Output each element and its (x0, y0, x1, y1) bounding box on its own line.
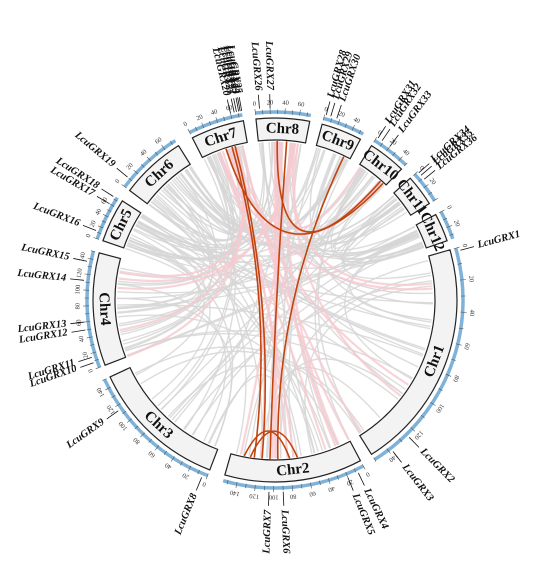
chromosome-label-chr4: Chr4 (95, 292, 113, 327)
gene-tick (196, 477, 201, 490)
tick-label: 80 (132, 436, 142, 446)
tick-label: 40 (164, 461, 173, 470)
tick-label: 0 (445, 204, 453, 210)
tick-label: 140 (96, 386, 107, 398)
gene-label-lcugrx14: LcuGRX14 (16, 268, 67, 284)
tick-label: 40 (94, 208, 103, 217)
tick-label: 40 (210, 108, 218, 117)
gene-label-lcugrx27: LcuGRX27 (263, 40, 275, 91)
tick-label: 120 (76, 268, 84, 279)
tick-label: 140 (229, 488, 240, 497)
tick-label: 40 (139, 148, 149, 158)
gene-tick (283, 492, 284, 506)
tick-label: 40 (282, 100, 289, 107)
tick-label: 20 (428, 177, 438, 186)
tick-label: 0 (461, 243, 469, 248)
tick-label: 100 (75, 285, 83, 295)
tick-label: 40 (468, 309, 475, 316)
gene-tick (258, 95, 259, 109)
gene-label-lcugrx9: LcuGRX9 (64, 416, 108, 451)
gene-label-lcugrx7: LcuGRX7 (261, 509, 273, 555)
tick-label: 20 (452, 219, 461, 228)
tick-label: 100 (434, 402, 445, 414)
tick-label: 60 (297, 101, 304, 109)
tick-label: 80 (290, 492, 297, 500)
gene-tick (331, 103, 335, 116)
tick-label: 40 (78, 335, 86, 343)
gene-tick (72, 330, 86, 332)
tick-label: 20 (337, 110, 345, 119)
gene-tick (358, 473, 364, 486)
tick-label: 80 (451, 374, 460, 383)
tick-label: 40 (327, 484, 335, 493)
tick-label: 20 (467, 275, 475, 282)
scale-arc-chr8 (255, 112, 311, 115)
tick-label: 60 (154, 136, 163, 145)
tick-label: 0 (85, 233, 93, 238)
gene-tick (102, 189, 114, 197)
tick-label: 80 (74, 303, 81, 310)
tick-label: 40 (352, 116, 361, 125)
tick-label: 20 (89, 220, 98, 229)
tick-label: 0 (252, 100, 256, 107)
gene-tick (117, 168, 128, 177)
tick-label: 0 (364, 470, 370, 478)
gene-label-lcugrx16: LcuGRX16 (31, 201, 82, 230)
tick-label: 60 (462, 342, 470, 350)
gene-label-lcugrx19: LcuGRX19 (72, 129, 118, 170)
gene-tick (80, 363, 93, 368)
gene-label-lcugrx15: LcuGRX15 (19, 242, 70, 263)
scale-tick (255, 109, 256, 115)
tick-label: 20 (125, 162, 135, 172)
gene-tick (382, 129, 390, 141)
tick-label: 0 (202, 480, 208, 488)
tick-label: 100 (269, 493, 279, 500)
tick-label: 40 (401, 148, 411, 158)
tick-label: 60 (147, 449, 156, 459)
gene-label-lcugrx3: LcuGRX3 (399, 461, 435, 503)
gene-label-lcugrx8: LcuGRX8 (172, 491, 200, 537)
gene-label-lcugrx26: LcuGRX26 (249, 40, 264, 91)
tick-label: 60 (309, 489, 317, 497)
gene-label-lcugrx6: LcuGRX6 (279, 509, 292, 555)
tick-label: 0 (183, 121, 189, 129)
tick-label: 20 (181, 471, 190, 480)
chromosome-label-chr8: Chr8 (265, 120, 299, 137)
tick-label: 120 (106, 404, 117, 416)
tick-label: 100 (118, 420, 130, 432)
tick-label: 20 (82, 351, 91, 359)
tick-label: 120 (249, 492, 259, 500)
tick-label: 0 (87, 368, 95, 374)
tick-label: 0 (114, 178, 122, 185)
gene-label-lcugrx1: LcuGRX1 (475, 229, 521, 251)
tick-label: 20 (195, 113, 204, 122)
